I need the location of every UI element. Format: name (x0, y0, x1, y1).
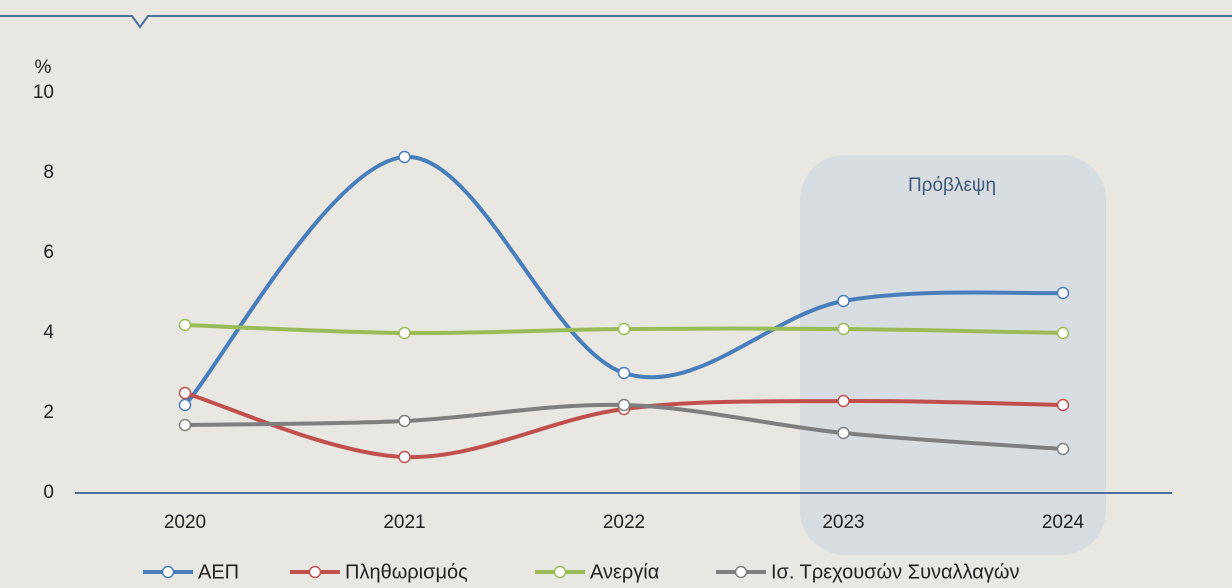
forecast-label: Πρόβλεψη (908, 175, 996, 196)
x-tick-label: 2024 (1042, 512, 1085, 533)
data-point (1056, 398, 1070, 412)
y-tick-label: 8 (43, 162, 54, 183)
legend-label: Ανεργία (590, 561, 659, 583)
data-point (398, 450, 411, 464)
x-tick-label: 2020 (164, 512, 206, 533)
data-point (1056, 442, 1070, 456)
legend-marker (308, 565, 322, 579)
data-point (178, 386, 192, 400)
legend-marker (161, 565, 175, 579)
y-tick-label: 4 (43, 322, 54, 343)
legend-label: Ισ. Τρεχουσών Συναλλαγών (771, 561, 1019, 583)
data-point (178, 418, 192, 432)
data-point (837, 322, 850, 336)
x-tick-label: 2022 (603, 512, 645, 533)
y-tick-label: 6 (43, 242, 54, 263)
data-point (617, 366, 631, 380)
data-point (1056, 286, 1070, 300)
data-point (837, 394, 850, 408)
data-point (837, 426, 850, 440)
y-tick-label: 2 (43, 402, 54, 423)
top-rule (0, 15, 1232, 29)
data-point (398, 326, 411, 340)
y-axis-label: % (35, 57, 52, 78)
legend-marker (734, 565, 748, 579)
x-tick-label: 2023 (822, 512, 864, 533)
data-point (178, 398, 192, 412)
series-line (183, 154, 1065, 407)
y-tick-label: 0 (43, 482, 54, 503)
forecast-region (800, 155, 1106, 555)
data-point (837, 294, 850, 308)
legend-label: ΑΕΠ (198, 561, 239, 583)
legend-label: Πληθωρισμός (345, 561, 468, 583)
legend: ΑΕΠ Πληθωρισμός Ανεργία Ισ. Τρεχουσών Συναλ… (143, 561, 1019, 583)
x-tick-label: 2021 (383, 512, 425, 533)
data-point (1056, 326, 1070, 340)
data-point (398, 150, 411, 164)
legend-marker (553, 565, 567, 579)
data-point (617, 322, 631, 336)
data-point (178, 318, 192, 332)
data-point (617, 398, 631, 412)
y-tick-label: 10 (33, 82, 54, 103)
data-point (398, 414, 411, 428)
